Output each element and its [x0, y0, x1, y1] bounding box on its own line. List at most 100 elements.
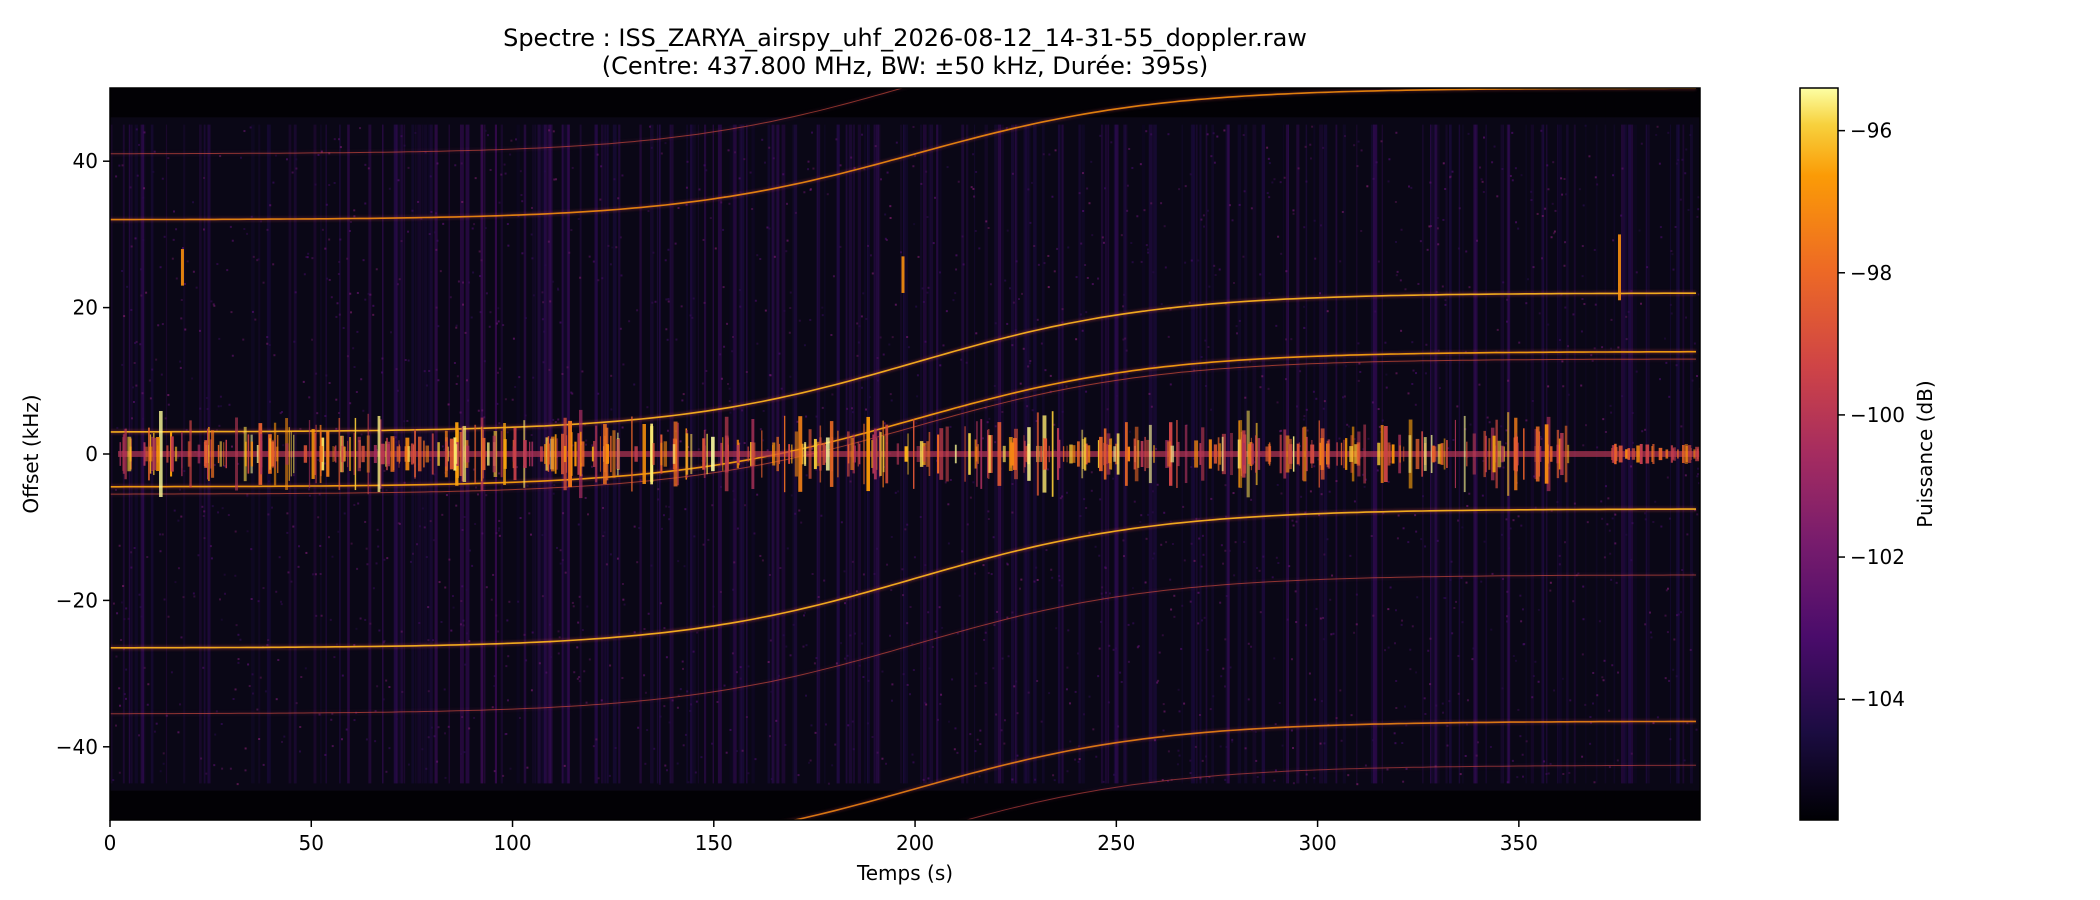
- noise-speck: [1563, 541, 1566, 544]
- noise-speck: [428, 369, 431, 372]
- noise-speck: [1563, 178, 1566, 181]
- noise-speck: [1104, 566, 1107, 569]
- noise-speck: [815, 415, 818, 418]
- noise-speck: [1207, 346, 1210, 349]
- doppler-trace: [110, 291, 1696, 434]
- noise-speck: [448, 558, 451, 561]
- noise-speck: [571, 166, 574, 169]
- noise-speck: [1295, 621, 1298, 624]
- noise-speck: [1177, 688, 1180, 691]
- burst: [1344, 438, 1348, 470]
- noise-speck: [497, 320, 500, 323]
- noise-speck: [308, 494, 311, 497]
- noise-speck: [1590, 354, 1593, 357]
- burst: [410, 443, 414, 465]
- noise-speck: [578, 680, 581, 683]
- noise-speck: [1568, 771, 1571, 774]
- burst: [539, 446, 543, 462]
- burst: [204, 440, 208, 468]
- noise-speck: [1467, 132, 1470, 135]
- noise-speck: [220, 618, 223, 621]
- noise-speck: [138, 143, 141, 146]
- noise-speck: [372, 304, 375, 307]
- noise-speck: [817, 596, 820, 599]
- noise-speck: [1335, 717, 1338, 720]
- noise-speck: [548, 623, 551, 626]
- noise-speck: [785, 645, 788, 648]
- noise-speck: [165, 714, 168, 717]
- noise-speck: [953, 748, 956, 751]
- noise-speck: [406, 419, 409, 422]
- noise-speck: [1466, 504, 1469, 507]
- noise-speck: [1028, 362, 1031, 365]
- noise-speck: [1360, 229, 1363, 232]
- burst: [660, 442, 663, 466]
- noise-speck: [268, 400, 271, 403]
- noise-speck: [1696, 475, 1699, 478]
- noise-speck: [1468, 492, 1471, 495]
- noise-speck: [1564, 306, 1567, 309]
- noise-speck: [1212, 695, 1215, 698]
- noise-speck: [383, 469, 386, 472]
- noise-speck: [1414, 403, 1417, 406]
- burst: [189, 420, 192, 488]
- noise-speck: [851, 411, 854, 414]
- noise-speck: [195, 286, 198, 289]
- noise-speck: [735, 750, 738, 753]
- noise-speck: [579, 276, 582, 279]
- burst: [1057, 439, 1061, 469]
- noise-speck: [398, 278, 401, 281]
- noise-speck: [601, 277, 604, 280]
- noise-speck: [1133, 500, 1136, 503]
- noise-speck: [803, 614, 806, 617]
- noise-speck: [1596, 694, 1599, 697]
- noise-speck: [173, 210, 176, 213]
- noise-speck: [941, 626, 944, 629]
- noise-speck: [498, 534, 501, 537]
- noise-speck: [1268, 196, 1271, 199]
- noise-speck: [427, 606, 430, 609]
- noise-speck: [1411, 625, 1414, 628]
- burst: [605, 444, 609, 464]
- noise-speck: [1001, 657, 1004, 660]
- noise-speck: [1516, 776, 1519, 779]
- noise-speck: [1155, 447, 1158, 450]
- noise-speck: [1482, 190, 1485, 193]
- burst: [1010, 442, 1015, 466]
- noise-speck: [435, 368, 438, 371]
- noise-speck: [794, 211, 797, 214]
- burst: [1681, 445, 1685, 463]
- noise-speck: [600, 165, 603, 168]
- noise-speck: [1482, 136, 1485, 139]
- noise-speck: [1366, 185, 1369, 188]
- noise-speck: [234, 574, 237, 577]
- noise-speck: [1184, 261, 1187, 264]
- noise-speck: [890, 589, 893, 592]
- burst: [1042, 437, 1044, 471]
- noise-speck: [1099, 134, 1102, 137]
- noise-speck: [909, 693, 912, 696]
- noise-speck: [252, 255, 255, 258]
- noise-speck: [728, 387, 731, 390]
- noise-speck: [485, 494, 488, 497]
- noise-speck: [590, 465, 593, 468]
- noise-speck: [858, 325, 861, 328]
- noise-speck: [1549, 581, 1552, 584]
- noise-speck: [762, 409, 765, 412]
- noise-speck: [433, 735, 436, 738]
- noise-speck: [1385, 386, 1388, 389]
- noise-speck: [1477, 741, 1480, 744]
- noise-speck: [299, 427, 302, 430]
- noise-speck: [1190, 542, 1193, 545]
- burst: [1517, 442, 1519, 466]
- noise-speck: [205, 772, 208, 775]
- burst: [1408, 435, 1412, 473]
- burst: [1201, 427, 1205, 481]
- noise-speck: [705, 370, 708, 373]
- burst: [1485, 435, 1487, 473]
- noise-speck: [734, 151, 737, 154]
- noise-speck: [1202, 553, 1205, 556]
- noise-speck: [1596, 183, 1599, 186]
- noise-speck: [433, 231, 436, 234]
- noise-speck: [782, 173, 785, 176]
